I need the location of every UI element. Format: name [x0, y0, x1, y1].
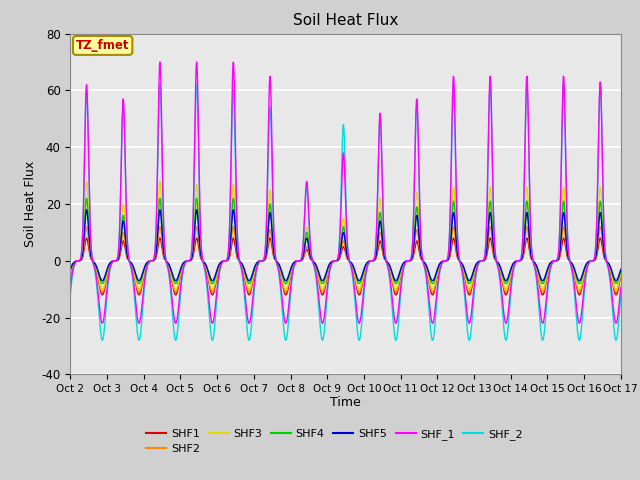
Y-axis label: Soil Heat Flux: Soil Heat Flux	[24, 161, 37, 247]
Legend: SHF1, SHF2, SHF3, SHF4, SHF5, SHF_1, SHF_2: SHF1, SHF2, SHF3, SHF4, SHF5, SHF_1, SHF…	[142, 424, 527, 459]
Text: TZ_fmet: TZ_fmet	[76, 39, 129, 52]
Title: Soil Heat Flux: Soil Heat Flux	[293, 13, 398, 28]
X-axis label: Time: Time	[330, 396, 361, 408]
